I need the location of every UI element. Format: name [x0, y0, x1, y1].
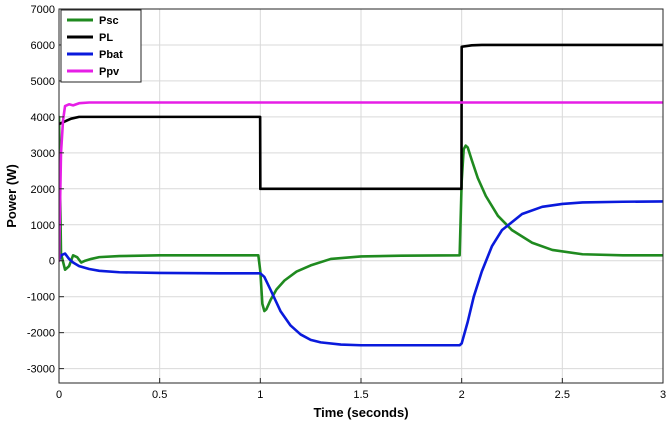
axis-ticks: 0 0.5 1 1.5 2 2.5 3 -3000 -2000 -1000 0 1000 2000 300… — [27, 4, 666, 401]
x-tick-label: 2 — [459, 389, 465, 401]
x-tick-label: 2.5 — [555, 389, 570, 401]
legend-label: Psc — [99, 15, 119, 27]
y-tick-label: -2000 — [27, 328, 55, 340]
x-tick-label: 1 — [257, 389, 263, 401]
series-line-psc — [59, 115, 663, 313]
series-line-pbat — [59, 200, 663, 347]
y-tick-label: 0 — [49, 256, 55, 268]
y-tick-label: 6000 — [31, 40, 55, 52]
y-tick-label: 4000 — [31, 112, 55, 124]
y-tick-label: 1000 — [31, 220, 55, 232]
x-axis-title: Time (seconds) — [313, 405, 408, 420]
y-tick-label: 3000 — [31, 148, 55, 160]
x-tick-label: 1.5 — [353, 389, 368, 401]
y-axis-title: Power (W) — [4, 164, 19, 228]
x-tick-label: 0 — [56, 389, 62, 401]
y-tick-label: -3000 — [27, 364, 55, 376]
y-tick-label: -1000 — [27, 292, 55, 304]
x-tick-label: 3 — [660, 389, 666, 401]
series-line-pl — [59, 43, 663, 191]
legend-label: Ppv — [99, 66, 120, 78]
legend-label: Pbat — [99, 49, 123, 61]
y-tick-label: 5000 — [31, 76, 55, 88]
legend: Psc PL Pbat Ppv — [60, 9, 142, 83]
x-tick-label: 0.5 — [152, 389, 167, 401]
legend-label: PL — [99, 32, 113, 44]
y-tick-label: 7000 — [31, 4, 55, 16]
y-tick-label: 2000 — [31, 184, 55, 196]
